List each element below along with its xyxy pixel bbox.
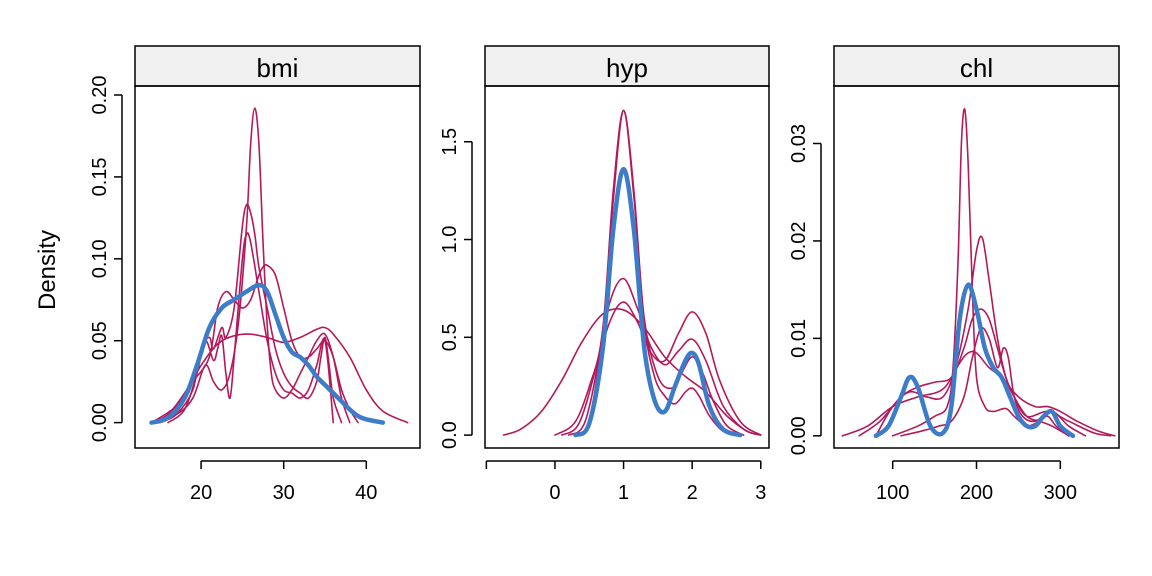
y-tick-label: 0.01 [788, 319, 810, 358]
y-tick-label: 0.05 [89, 321, 111, 360]
strip-title-chl: chl [960, 53, 993, 83]
x-axis: 20 30 40 [190, 460, 377, 504]
strip-chl [833, 45, 1120, 87]
y-tick-label: 1.5 [439, 128, 461, 156]
panel-hyp: hyp 0 1 2 3 0.0 0.5 1.0 1.5 [439, 45, 770, 504]
imputed-density-line-4 [150, 264, 359, 424]
x-tick-label: 2 [687, 482, 698, 504]
panel-chl: chl 100 200 300 0.00 0.01 0.02 0.03 [788, 45, 1120, 504]
y-tick-label: 0.5 [439, 323, 461, 351]
y-tick-label: 1.0 [439, 226, 461, 254]
x-tick-label: 300 [1044, 482, 1077, 504]
density-lines [149, 107, 409, 425]
strip-hyp [484, 45, 770, 87]
x-tick-label: 40 [355, 482, 377, 504]
y-axis: 0.0 0.5 1.0 1.5 [439, 128, 473, 449]
strip-bmi [134, 45, 421, 87]
imputed-density-line-1 [150, 107, 351, 424]
density-lines [502, 109, 762, 438]
x-axis: 100 200 300 [876, 460, 1077, 504]
observed-density-line [873, 282, 1076, 439]
panel-frame [134, 85, 421, 449]
density-lines [841, 108, 1116, 439]
y-tick-label: 0.00 [788, 416, 810, 455]
imputed-density-line-5 [150, 326, 409, 424]
panel-bmi: bmi 20 30 40 0.00 0.05 0.10 0.15 0.20 [89, 45, 421, 504]
y-axis: 0.00 0.01 0.02 0.03 [788, 124, 822, 455]
x-tick-label: 1 [618, 482, 629, 504]
y-tick-label: 0.20 [89, 76, 111, 115]
panel-frame [484, 85, 770, 449]
y-tick-label: 0.00 [89, 403, 111, 442]
imputed-density-line-4 [841, 350, 1116, 437]
x-tick-label: 3 [755, 482, 766, 504]
observed-density-line [149, 282, 386, 425]
imputed-density-line-2 [158, 203, 343, 424]
panel-frame [833, 85, 1120, 449]
x-tick-label: 30 [273, 482, 295, 504]
strip-title-bmi: bmi [257, 53, 299, 83]
x-tick-label: 200 [960, 482, 993, 504]
y-tick-label: 0.10 [89, 239, 111, 278]
x-tick-label: 0 [549, 482, 560, 504]
y-tick-label: 0.15 [89, 157, 111, 196]
imputed-density-line-3 [858, 308, 1112, 437]
y-tick-label: 0.03 [788, 124, 810, 163]
y-axis-label: Density [34, 230, 61, 310]
imputed-density-line-4 [554, 301, 762, 436]
x-tick-label: 20 [190, 482, 212, 504]
y-tick-label: 0.0 [439, 421, 461, 449]
x-tick-label: 100 [876, 482, 909, 504]
y-axis: 0.00 0.05 0.10 0.15 0.20 [89, 76, 123, 442]
x-axis: 0 1 2 3 [485, 460, 766, 504]
strip-title-hyp: hyp [606, 53, 648, 83]
observed-density-line [573, 166, 743, 438]
imputed-density-line-5 [502, 307, 762, 436]
y-tick-label: 0.02 [788, 221, 810, 260]
imputed-density-line-3 [167, 232, 335, 424]
